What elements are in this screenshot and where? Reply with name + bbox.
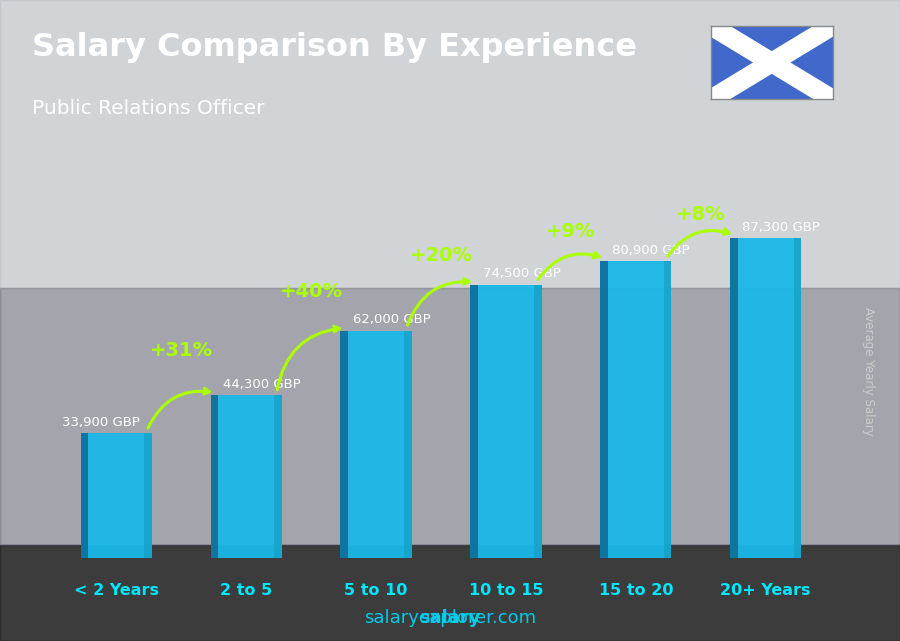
Bar	[600, 262, 671, 558]
Text: +31%: +31%	[149, 341, 213, 360]
Text: Public Relations Officer: Public Relations Officer	[32, 99, 264, 119]
Bar	[663, 262, 671, 558]
Text: Salary Comparison By Experience: Salary Comparison By Experience	[32, 32, 636, 63]
Text: Average Yearly Salary: Average Yearly Salary	[862, 308, 875, 436]
Text: 15 to 20: 15 to 20	[598, 583, 673, 598]
Text: 80,900 GBP: 80,900 GBP	[612, 244, 690, 257]
Text: 44,300 GBP: 44,300 GBP	[223, 378, 301, 391]
Bar	[730, 238, 801, 558]
Text: +8%: +8%	[676, 205, 725, 224]
Bar	[470, 285, 478, 558]
Bar	[534, 285, 542, 558]
Text: 10 to 15: 10 to 15	[469, 583, 544, 598]
Text: < 2 Years: < 2 Years	[74, 583, 159, 598]
Bar	[340, 331, 348, 558]
Bar	[81, 433, 88, 558]
Bar	[730, 238, 738, 558]
Text: 2 to 5: 2 to 5	[220, 583, 273, 598]
Bar	[81, 433, 152, 558]
Bar	[211, 395, 282, 558]
Bar	[340, 331, 412, 558]
Text: 74,500 GBP: 74,500 GBP	[482, 267, 561, 280]
Text: salaryexplorer.com: salaryexplorer.com	[364, 609, 536, 627]
Text: 87,300 GBP: 87,300 GBP	[742, 221, 820, 233]
Text: 20+ Years: 20+ Years	[720, 583, 811, 598]
Bar	[470, 285, 542, 558]
Bar	[211, 395, 219, 558]
Bar	[144, 433, 152, 558]
Bar	[600, 262, 608, 558]
Text: 5 to 10: 5 to 10	[345, 583, 408, 598]
Bar	[794, 238, 801, 558]
Text: salary: salary	[419, 609, 481, 627]
Text: +40%: +40%	[280, 282, 343, 301]
Text: 33,900 GBP: 33,900 GBP	[62, 416, 140, 429]
Text: 62,000 GBP: 62,000 GBP	[353, 313, 430, 326]
Bar	[404, 331, 412, 558]
Text: +20%: +20%	[410, 246, 472, 265]
Bar	[274, 395, 282, 558]
Text: +9%: +9%	[546, 222, 596, 241]
